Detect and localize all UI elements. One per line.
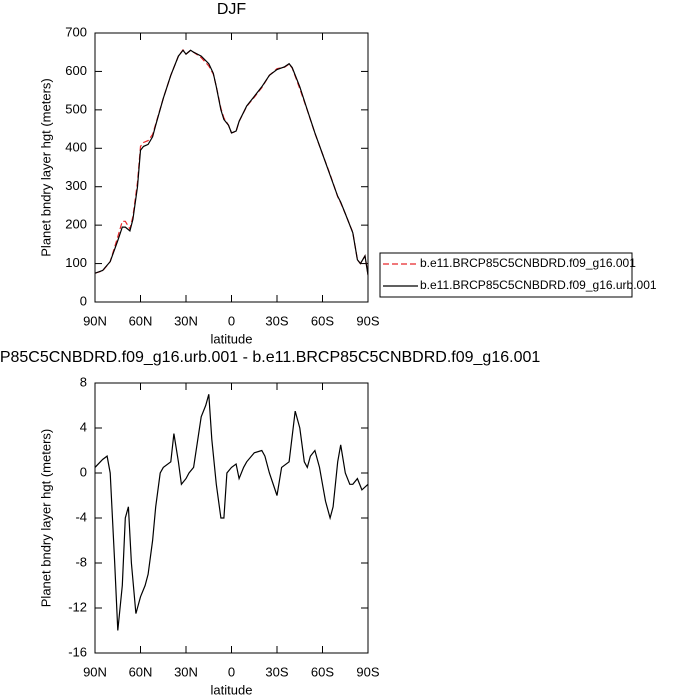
series-line <box>95 48 368 275</box>
y-tick-label: 4 <box>80 419 87 434</box>
chart-title: DJF <box>217 1 247 18</box>
x-axis-label: latitude <box>211 682 253 697</box>
x-tick-label: 90N <box>83 313 107 328</box>
x-tick-label: 60N <box>129 664 153 679</box>
x-tick-label: 90S <box>356 664 379 679</box>
legend-box <box>379 252 633 298</box>
x-tick-label: 0 <box>228 664 235 679</box>
y-tick-label: 8 <box>80 374 87 389</box>
y-axis-label: Planet bndry layer hgt (meters) <box>38 429 53 607</box>
x-tick-label: 60S <box>311 664 334 679</box>
y-tick-label: 700 <box>65 24 87 39</box>
y-tick-label: -4 <box>75 509 87 524</box>
y-tick-label: -16 <box>68 644 87 659</box>
y-tick-label: 200 <box>65 217 87 232</box>
y-axis-label: Planet bndry layer hgt (meters) <box>38 78 53 256</box>
x-axis-label: latitude <box>211 331 253 346</box>
y-tick-label: 600 <box>65 63 87 78</box>
y-tick-label: 400 <box>65 140 87 155</box>
legend-label: b.e11.BRCP85C5CNBDRD.f09_g16.urb.001 <box>420 278 657 292</box>
x-tick-label: 60S <box>311 313 334 328</box>
x-tick-label: 30S <box>265 664 288 679</box>
x-tick-label: 30S <box>265 313 288 328</box>
x-tick-label: 90N <box>83 664 107 679</box>
chart-title: b.e11.BRCP85C5CNBDRD.f09_g16.urb.001 - b… <box>0 349 540 366</box>
series-line <box>95 49 368 276</box>
plot-frame <box>94 382 369 654</box>
series-line <box>95 394 368 631</box>
y-tick-label: 0 <box>80 293 87 308</box>
y-tick-label: 300 <box>65 178 87 193</box>
x-tick-label: 30N <box>174 664 198 679</box>
x-tick-label: 90S <box>356 313 379 328</box>
y-tick-label: 500 <box>65 101 87 116</box>
x-tick-label: 0 <box>228 313 235 328</box>
y-tick-label: 100 <box>65 255 87 270</box>
legend-label: b.e11.BRCP85C5CNBDRD.f09_g16.001 <box>420 256 636 270</box>
x-tick-label: 60N <box>129 313 153 328</box>
x-tick-label: 30N <box>174 313 198 328</box>
plot-frame <box>94 32 369 303</box>
y-tick-label: 0 <box>80 464 87 479</box>
y-tick-label: -12 <box>68 599 87 614</box>
y-tick-label: -8 <box>75 554 87 569</box>
